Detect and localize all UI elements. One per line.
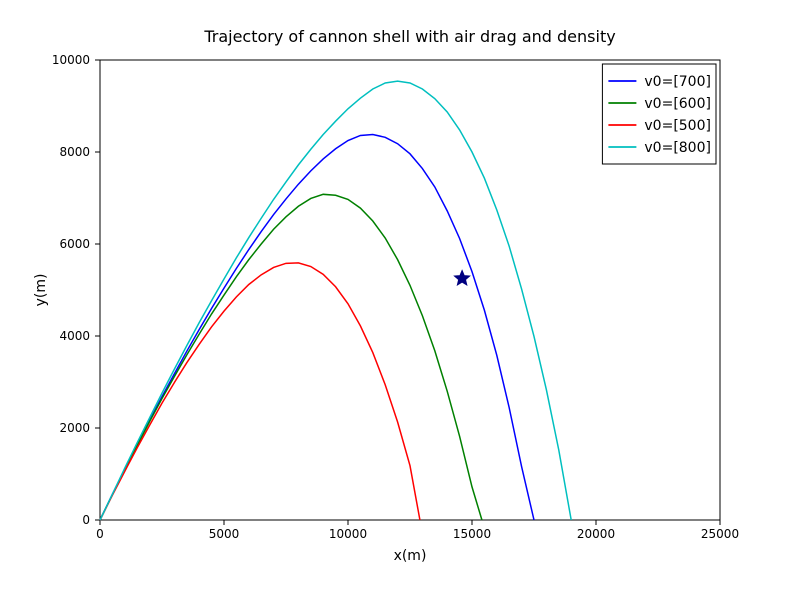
y-tick-label: 6000 — [59, 237, 90, 251]
marker-star — [454, 271, 469, 285]
series-line-v0=800 — [100, 81, 571, 520]
series-line-v0=600 — [100, 194, 482, 520]
x-tick-label: 20000 — [577, 527, 615, 541]
trajectory-chart: 0 5000 10000 15000 20000 25000 0 2000 4000 6000 80… — [0, 0, 800, 596]
chart-container: 0 5000 10000 15000 20000 25000 0 2000 4000 6000 80… — [0, 0, 800, 596]
y-tick-label: 0 — [82, 513, 90, 527]
y-tick-label: 2000 — [59, 421, 90, 435]
series-line-v0=700 — [100, 135, 534, 520]
x-tick-label: 5000 — [209, 527, 240, 541]
x-tick-label: 15000 — [453, 527, 491, 541]
x-tick-label: 25000 — [701, 527, 739, 541]
legend-label: v0=[600] — [644, 96, 711, 112]
legend-label: v0=[700] — [644, 74, 711, 90]
chart-title: Trajectory of cannon shell with air drag… — [203, 27, 615, 46]
legend-label: v0=[500] — [644, 118, 711, 134]
series-line-v0=500 — [100, 263, 420, 520]
legend-label: v0=[800] — [644, 140, 711, 156]
x-tick-label: 0 — [96, 527, 104, 541]
y-tick-label: 10000 — [52, 53, 90, 67]
y-tick-label: 4000 — [59, 329, 90, 343]
x-tick-label: 10000 — [329, 527, 367, 541]
x-axis-label: x(m) — [394, 548, 427, 564]
y-axis-label: y(m) — [33, 274, 49, 307]
y-tick-label: 8000 — [59, 145, 90, 159]
